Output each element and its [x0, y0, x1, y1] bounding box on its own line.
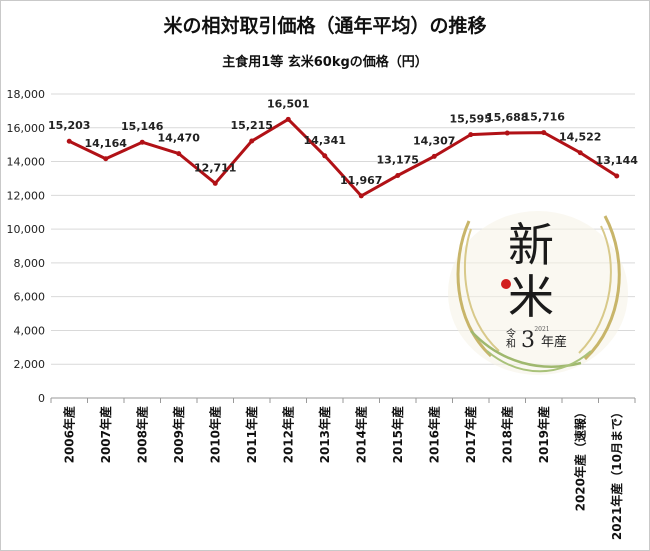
- data-point: [322, 153, 328, 159]
- badge-year-suffix: 年産: [541, 334, 567, 350]
- leaf-icon-2: [486, 350, 592, 373]
- data-label: 14,522: [559, 131, 601, 144]
- y-tick-label: 16,000: [7, 122, 46, 135]
- right-rice-stalk-inner-icon: [578, 225, 612, 354]
- x-tick-label: 2014年産: [353, 406, 368, 463]
- data-point: [285, 116, 291, 122]
- series-line: [68, 117, 618, 198]
- x-tick-label: 2020年産（速報）: [572, 406, 587, 511]
- data-label: 16,501: [267, 97, 309, 110]
- y-tick-label: 2,000: [14, 358, 46, 371]
- data-point: [212, 180, 218, 186]
- left-rice-stalk-inner-icon: [463, 228, 500, 352]
- data-point: [577, 150, 583, 156]
- data-point: [66, 138, 72, 144]
- x-tick-label: 2021年産（10月まで）: [609, 406, 624, 540]
- data-label: 14,341: [304, 134, 346, 147]
- data-label: 15,595: [450, 113, 492, 126]
- y-tick-label: 10,000: [7, 223, 46, 236]
- badge-background: [448, 211, 628, 375]
- data-label: 15,203: [48, 119, 90, 132]
- badge-year-small: 2021: [534, 326, 549, 333]
- badge-era: 令和: [504, 327, 516, 349]
- data-label: 15,716: [523, 111, 566, 124]
- data-label: 12,711: [194, 161, 236, 174]
- badge-char-shin: 新: [508, 218, 554, 272]
- data-label: 11,967: [340, 174, 382, 187]
- y-tick-label: 12,000: [7, 189, 46, 202]
- x-tick-label: 2012年産: [280, 406, 295, 463]
- x-tick-label: 2019年産: [536, 406, 551, 463]
- x-tick-label: 2007年産: [98, 406, 113, 463]
- data-point: [614, 173, 620, 179]
- x-axis: 2006年産 2007年産 2008年産 2009年産 2010年産 2011年産 2012…: [50, 398, 636, 540]
- y-axis: 0 2,000 4,000 6,000 8,000 10,000 12,000 14,000 1…: [7, 88, 46, 405]
- badge-year-number: 3: [521, 328, 535, 353]
- data-label: 15,688: [486, 111, 528, 124]
- x-tick-label: 2006年産: [61, 406, 76, 463]
- data-label: 13,144: [596, 154, 639, 167]
- x-tick-label: 2017年産: [463, 406, 478, 463]
- x-tick-label: 2018年産: [499, 406, 514, 463]
- price-series: [66, 116, 620, 199]
- x-tick-label: 2008年産: [134, 406, 149, 463]
- data-point: [139, 139, 145, 145]
- x-tick-label: 2016年産: [426, 406, 441, 463]
- badge-char-mai: 米: [508, 270, 554, 324]
- x-tick-label: 2011年産: [244, 406, 259, 463]
- data-label: 15,146: [121, 120, 164, 133]
- data-label: 15,215: [231, 119, 273, 132]
- data-point: [431, 153, 437, 159]
- x-tick-label: 2013年産: [317, 406, 332, 463]
- y-tick-label: 4,000: [14, 324, 46, 337]
- y-tick-label: 8,000: [14, 257, 46, 270]
- red-dot-icon: [501, 279, 511, 289]
- data-label: 13,175: [377, 153, 419, 166]
- data-point: [395, 172, 401, 178]
- y-tick-label: 0: [38, 392, 45, 405]
- y-tick-label: 14,000: [7, 156, 46, 169]
- x-tick-label: 2009年産: [171, 406, 186, 463]
- data-point: [541, 130, 547, 136]
- x-tick-label: 2010年産: [207, 406, 222, 463]
- data-label: 14,307: [413, 134, 455, 147]
- data-label: 14,164: [85, 137, 128, 150]
- y-tick-label: 6,000: [14, 291, 46, 304]
- data-point: [176, 151, 182, 157]
- left-rice-stalk-icon: [456, 220, 493, 358]
- data-point: [249, 138, 255, 144]
- x-tick-label: 2015年産: [390, 406, 405, 463]
- new-rice-badge: 新 米 令和 3 年産 2021: [448, 211, 628, 375]
- data-point: [103, 156, 109, 162]
- y-tick-label: 18,000: [7, 88, 46, 101]
- data-point: [358, 193, 364, 199]
- right-rice-stalk-icon: [583, 215, 621, 361]
- data-point: [504, 130, 510, 136]
- chart-subtitle: 主食用1等 玄米60kgの価格（円）: [222, 55, 428, 70]
- data-point: [468, 132, 474, 138]
- data-label: 14,470: [158, 132, 201, 145]
- chart-title: 米の相対取引価格（通年平均）の推移: [163, 15, 487, 37]
